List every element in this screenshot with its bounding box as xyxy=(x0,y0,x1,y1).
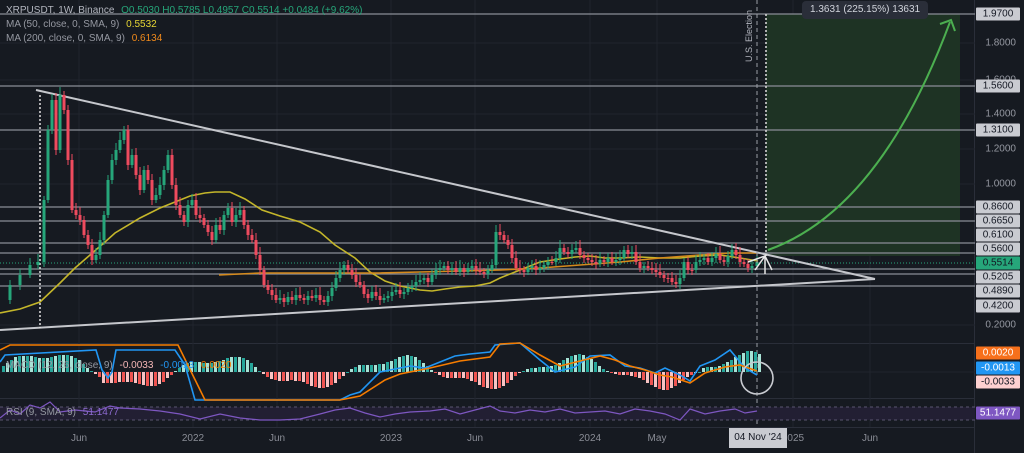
ma200-label: MA (200, close, 0, SMA, 9) xyxy=(6,33,125,44)
price-axis-label: 1.2000 xyxy=(985,143,1016,155)
price-candles xyxy=(8,87,759,307)
ma50-value: 0.5532 xyxy=(126,19,157,30)
rsi-label: RSI (9, SMA, 9) xyxy=(6,407,77,418)
projection-arrow xyxy=(767,21,951,251)
macd-histogram xyxy=(2,351,761,390)
time-axis-label: 2022 xyxy=(181,433,205,444)
measure-tooltip: 1.3631 (225.15%) 13631 xyxy=(802,1,929,19)
symbol-legend[interactable]: XRPUSDT, 1W, Binance O0.5030 H0.5785 L0.… xyxy=(6,5,362,16)
election-label: U.S. Election xyxy=(744,9,754,62)
price-level-tag: 0.5600 xyxy=(976,242,1020,256)
macd-legend[interactable]: MACD (12, 26, close, 9) -0.0033 -0.0013 … xyxy=(6,360,232,371)
price-level-tag: 0.6100 xyxy=(976,228,1020,242)
triangle-lower-trendline xyxy=(0,278,876,331)
macd-label: MACD (12, 26, close, 9) xyxy=(6,360,113,371)
crosshair-date-tag: 04 Nov '24 xyxy=(729,428,787,448)
rsi-band xyxy=(0,407,975,420)
price-level-tag: 0.4200 xyxy=(976,299,1020,313)
price-level-tag: 0.4890 xyxy=(976,284,1020,298)
price-level-tag: 1.3100 xyxy=(976,123,1020,137)
ma200-line xyxy=(218,252,758,276)
macd-value: -0.0013 xyxy=(160,360,195,371)
price-level-tag: 0.5205 xyxy=(976,270,1020,284)
time-axis-label: 2024 xyxy=(578,433,602,444)
rsi-legend[interactable]: RSI (9, SMA, 9) 51.1477 xyxy=(6,407,119,418)
triangle-upper-trendline xyxy=(35,89,876,280)
macd-value-tag: 0.0020 xyxy=(976,346,1020,360)
price-axis-label: 0.2000 xyxy=(985,319,1016,331)
macd-hist-value: -0.0033 xyxy=(119,360,154,371)
breakout-arrow-icon xyxy=(747,254,773,274)
macd-signal-value: 0.0020 xyxy=(200,360,232,371)
price-axis-label: 1.0000 xyxy=(985,178,1016,190)
price-level-tag: 1.5600 xyxy=(976,79,1020,93)
time-axis-label: Jun xyxy=(861,433,879,444)
projection-zone xyxy=(766,14,960,256)
price-level-tag: 0.8600 xyxy=(976,200,1020,214)
rsi-line xyxy=(0,401,758,421)
time-axis-label: 2025 xyxy=(781,433,805,444)
macd-line xyxy=(0,342,758,401)
time-axis-label: Jun xyxy=(70,433,88,444)
ma50-legend[interactable]: MA (50, close, 0, SMA, 9) 0.5532 xyxy=(6,19,157,30)
time-axis-label: Jun xyxy=(466,433,484,444)
ohlc-values: O0.5030 H0.5785 L0.4957 C0.5514 +0.0484 … xyxy=(121,5,363,16)
rsi-value-tag: 51.1477 xyxy=(976,406,1020,420)
price-axis-label: 1.4000 xyxy=(985,108,1016,120)
ma200-legend[interactable]: MA (200, close, 0, SMA, 9) 0.6134 xyxy=(6,33,162,44)
price-level-tag: 1.9700 xyxy=(976,7,1020,21)
macd-signal-line xyxy=(0,342,758,401)
rsi-value: 51.1477 xyxy=(82,407,119,418)
macd-value-tag: -0.0013 xyxy=(976,361,1020,375)
time-axis-label: May xyxy=(647,433,667,444)
projection-arrowhead-icon xyxy=(939,18,956,32)
price-axis-label: 1.8000 xyxy=(985,37,1016,49)
ma200-value: 0.6134 xyxy=(131,33,163,44)
macd-value-tag: -0.0033 xyxy=(976,375,1020,389)
symbol-title: XRPUSDT, 1W, Binance xyxy=(6,5,115,16)
highlight-circle xyxy=(740,361,774,395)
price-level-tag: 0.6650 xyxy=(976,214,1020,228)
current-price-tag: 0.5514 xyxy=(976,256,1020,270)
time-axis-label: 2023 xyxy=(379,433,403,444)
time-axis-label: Jun xyxy=(268,433,286,444)
ma50-label: MA (50, close, 0, SMA, 9) xyxy=(6,19,120,30)
